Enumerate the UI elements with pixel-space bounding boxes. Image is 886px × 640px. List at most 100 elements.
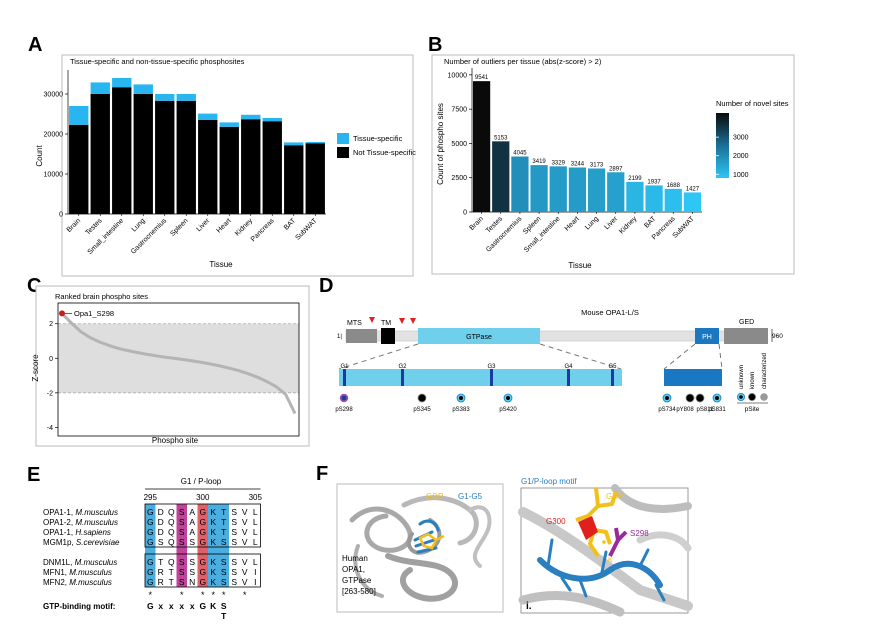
alignment-residue: G [199, 527, 206, 537]
psite-label: pS298 [335, 407, 353, 413]
alignment-residue: G [147, 557, 154, 567]
b-bar-value-label: 1937 [647, 179, 661, 185]
motif-residue: x [169, 601, 174, 611]
alignment-residue: S [231, 527, 237, 537]
roman-label: i. [526, 601, 532, 612]
g1-ploop-header: G1 / P-loop [181, 477, 222, 486]
alignment-residue: G [147, 537, 154, 547]
alignment-residue: D [158, 517, 164, 527]
sequence-start: 1| [337, 334, 342, 340]
b-bar-value-label: 1427 [686, 186, 700, 192]
c-axes-box [57, 302, 300, 437]
gtpase-motif-bar [611, 369, 614, 386]
alignment-residue: K [210, 537, 216, 547]
alignment-column-highlight [197, 504, 208, 587]
psite-characterized-core [341, 395, 347, 401]
alignment-residue: G [147, 577, 154, 587]
b-y-tick-label: 5000 [451, 141, 467, 148]
panel-b-title: Number of outliers per tissue (abs(z-sco… [444, 57, 602, 66]
psite-unknown-core [506, 396, 510, 400]
alignment-box-opa1 [144, 503, 261, 548]
alignment-residue: S [221, 577, 227, 587]
b-bar [683, 192, 702, 212]
b-y-tick-label: 2500 [451, 175, 467, 182]
alignment-residue: N [189, 577, 195, 587]
b-bar [645, 185, 663, 212]
b-bar-value-label: 3244 [571, 162, 585, 168]
alignment-residue: G [147, 527, 154, 537]
alignment-residue: G [199, 577, 206, 587]
gtpase-motif-bar [567, 369, 570, 386]
alignment-residue: D [158, 527, 164, 537]
motif-residue: G [147, 601, 154, 611]
gdp-label-right: GDP [606, 492, 623, 501]
alignment-residue: S [179, 537, 185, 547]
colorbar-title: Number of novel sites [716, 99, 789, 108]
domain-gtpase [418, 328, 540, 344]
alignment-residue: V [242, 517, 248, 527]
zoom-line-ph-left [663, 343, 696, 370]
panel-letter-f: F [316, 463, 328, 485]
psite-legend: unknown known characterized pSite [737, 353, 768, 413]
alignment-residue: S [179, 507, 185, 517]
c-y-tick-label: 2 [49, 321, 53, 328]
panel-b-ylabel: Count of phospho sites [436, 103, 445, 185]
motif-residue: K [210, 601, 217, 611]
alignment-residue: S [231, 507, 237, 517]
alignment-residue: D [158, 507, 164, 517]
s298-label: S298 [630, 529, 649, 538]
alignment-residue: V [242, 567, 248, 577]
panel-c-xlabel: Phospho site [152, 436, 199, 445]
alignment-residue: T [169, 577, 174, 587]
alignment-residue: S [179, 517, 185, 527]
a-bar-specific [133, 84, 153, 94]
a-y-tick-label: 10000 [44, 172, 64, 179]
a-bar-specific [112, 78, 132, 88]
zoom-line-ph-right [718, 343, 723, 370]
conservation-star: * [180, 590, 184, 600]
domain-ph-label: PH [702, 334, 712, 341]
a-bar-not-specific [155, 100, 175, 214]
opa1-title: Mouse OPA1-L/S [581, 308, 639, 317]
a-bar-not-specific [198, 120, 218, 214]
psite-label: pS383 [452, 407, 470, 413]
alignment-residue: T [221, 507, 226, 517]
legend-label-not-tissue-specific: Not Tissue-specific [353, 148, 416, 157]
cleavage-triangle-3-icon [410, 318, 416, 324]
alignment-residue: Q [168, 557, 175, 567]
ploop-structure [518, 484, 693, 617]
structure-left-frame [336, 483, 504, 613]
legend-swatch-tissue-specific [337, 133, 349, 144]
domain-gtpase-label: GTPase [466, 334, 492, 341]
a-bar-not-specific [219, 126, 239, 214]
a-bar-not-specific [112, 87, 132, 214]
c-y-tick-label: -2 [47, 390, 53, 397]
gtpase-motif-bar [401, 369, 404, 386]
alignment-residue: V [242, 507, 248, 517]
alignment-residue: S [189, 567, 195, 577]
alignment-residue: V [242, 527, 248, 537]
zoom-line-gtpase-left [338, 343, 419, 370]
alignment-residue: Q [168, 537, 175, 547]
b-bar-value-label: 4045 [513, 151, 527, 157]
motif-residue: S [221, 601, 227, 611]
alignment-position: 295 [144, 493, 158, 502]
colorbar-tick-label: 1000 [733, 172, 749, 179]
g300-residue [578, 516, 598, 540]
motif-alt-residue: T [221, 611, 227, 621]
a-bar-not-specific [69, 124, 89, 214]
alignment-box-dynamins [144, 553, 261, 588]
structure-label-1: Human [342, 554, 368, 563]
b-bar [587, 168, 606, 212]
b-bar [607, 172, 625, 212]
b-bar-value-label: 3173 [590, 162, 604, 168]
alignment-residue: V [242, 577, 248, 587]
a-bar-not-specific [176, 100, 196, 214]
b-bar-value-label: 3419 [532, 159, 546, 165]
motif-residue: x [179, 601, 184, 611]
alignment-residue: A [189, 507, 195, 517]
a-y-tick-label: 0 [59, 212, 63, 219]
a-bar-not-specific [305, 143, 325, 214]
